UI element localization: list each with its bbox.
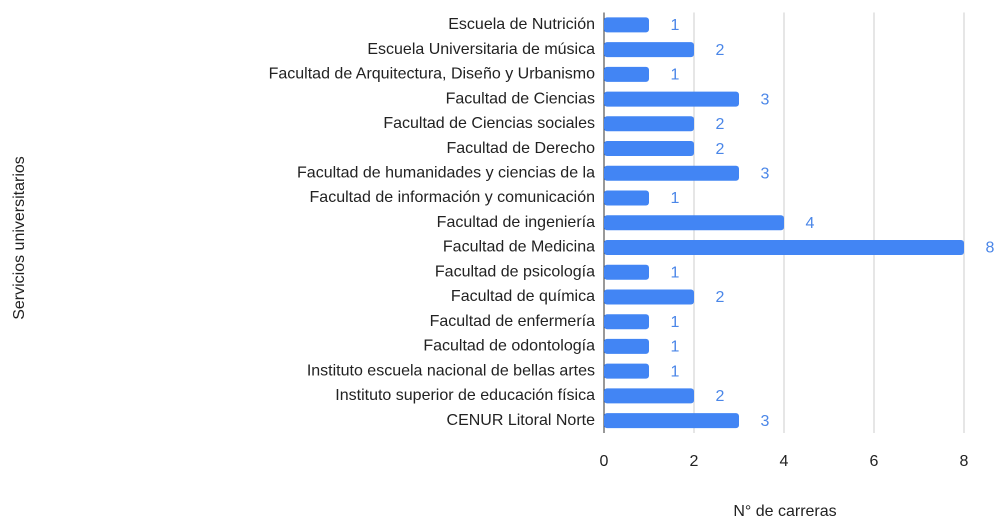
y-tick-label: Facultad de ingeniería [437, 214, 595, 231]
y-tick-label: Facultad de Derecho [446, 140, 595, 157]
value-label: 1 [671, 67, 680, 84]
bar [604, 413, 739, 429]
x-tick-label: 2 [690, 453, 699, 470]
value-label: 1 [671, 190, 680, 207]
value-label: 4 [806, 215, 815, 232]
bar [604, 215, 784, 231]
value-label: 1 [671, 17, 680, 34]
y-tick-label: Facultad de Ciencias [446, 90, 595, 107]
y-tick-label: Facultad de química [451, 288, 595, 305]
value-label: 1 [671, 339, 680, 356]
value-label: 1 [671, 314, 680, 331]
bar [604, 141, 694, 157]
value-label: 2 [716, 388, 725, 405]
value-label: 2 [716, 42, 725, 59]
bar [604, 66, 649, 82]
value-label: 2 [716, 141, 725, 158]
y-tick-label: Escuela de Nutrición [448, 16, 595, 33]
y-tick-label: Facultad de psicología [435, 263, 595, 280]
value-label: 1 [671, 363, 680, 380]
y-tick-label: Escuela Universitaria de música [367, 41, 595, 58]
x-tick-label: 8 [960, 453, 969, 470]
y-tick-label: Facultad de Medicina [443, 239, 595, 256]
bar [604, 17, 649, 33]
y-tick-label: Facultad de información y comunicación [310, 189, 595, 206]
x-axis-title: N° de carreras [733, 503, 836, 520]
value-label: 3 [761, 91, 770, 108]
value-label: 1 [671, 264, 680, 281]
bar [604, 239, 964, 255]
value-label: 3 [761, 165, 770, 182]
x-tick-label: 0 [600, 453, 609, 470]
y-tick-label: Facultad de humanidades y ciencias de la [297, 164, 595, 181]
x-tick-label: 4 [780, 453, 789, 470]
y-tick-label: Facultad de Ciencias sociales [383, 115, 595, 132]
y-tick-label: Facultad de enfermería [430, 313, 596, 330]
y-axis-title: Servicios universitarios [11, 156, 28, 320]
bar [604, 363, 649, 379]
bar [604, 338, 649, 354]
bar [604, 190, 649, 206]
bar [604, 165, 739, 181]
bar [604, 264, 649, 280]
bar [604, 388, 694, 404]
value-label: 8 [986, 240, 995, 257]
bar [604, 91, 739, 107]
bar [604, 314, 649, 330]
bar [604, 289, 694, 305]
bar [604, 42, 694, 58]
y-tick-label: Facultad de odontología [423, 338, 595, 355]
value-label: 3 [761, 413, 770, 430]
y-tick-label: Instituto superior de educación física [335, 387, 595, 404]
y-tick-label: CENUR Litoral Norte [447, 412, 596, 429]
bar [604, 116, 694, 132]
value-label: 2 [716, 116, 725, 133]
value-label: 2 [716, 289, 725, 306]
x-tick-label: 6 [870, 453, 879, 470]
y-tick-label: Instituto escuela nacional de bellas art… [307, 362, 595, 379]
y-tick-label: Facultad de Arquitectura, Diseño y Urban… [269, 66, 595, 83]
